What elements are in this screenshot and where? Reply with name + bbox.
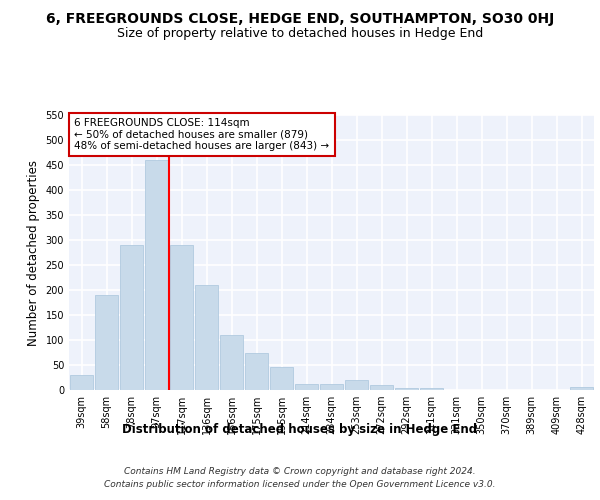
Text: 6 FREEGROUNDS CLOSE: 114sqm
← 50% of detached houses are smaller (879)
48% of se: 6 FREEGROUNDS CLOSE: 114sqm ← 50% of det… bbox=[74, 118, 329, 151]
Bar bbox=[395, 388, 418, 390]
Bar bbox=[270, 367, 293, 390]
Bar bbox=[195, 285, 218, 390]
Bar bbox=[95, 295, 118, 390]
Bar bbox=[145, 160, 168, 390]
Y-axis label: Number of detached properties: Number of detached properties bbox=[27, 160, 40, 346]
Text: Size of property relative to detached houses in Hedge End: Size of property relative to detached ho… bbox=[117, 28, 483, 40]
Text: Contains HM Land Registry data © Crown copyright and database right 2024.: Contains HM Land Registry data © Crown c… bbox=[124, 468, 476, 476]
Bar bbox=[170, 245, 193, 390]
Bar bbox=[295, 384, 318, 390]
Bar bbox=[370, 385, 393, 390]
Bar bbox=[70, 375, 93, 390]
Bar bbox=[570, 387, 593, 390]
Text: 6, FREEGROUNDS CLOSE, HEDGE END, SOUTHAMPTON, SO30 0HJ: 6, FREEGROUNDS CLOSE, HEDGE END, SOUTHAM… bbox=[46, 12, 554, 26]
Bar bbox=[245, 352, 268, 390]
Text: Contains public sector information licensed under the Open Government Licence v3: Contains public sector information licen… bbox=[104, 480, 496, 489]
Bar bbox=[320, 384, 343, 390]
Bar bbox=[120, 245, 143, 390]
Text: Distribution of detached houses by size in Hedge End: Distribution of detached houses by size … bbox=[122, 422, 478, 436]
Bar bbox=[420, 388, 443, 390]
Bar bbox=[345, 380, 368, 390]
Bar bbox=[220, 335, 243, 390]
